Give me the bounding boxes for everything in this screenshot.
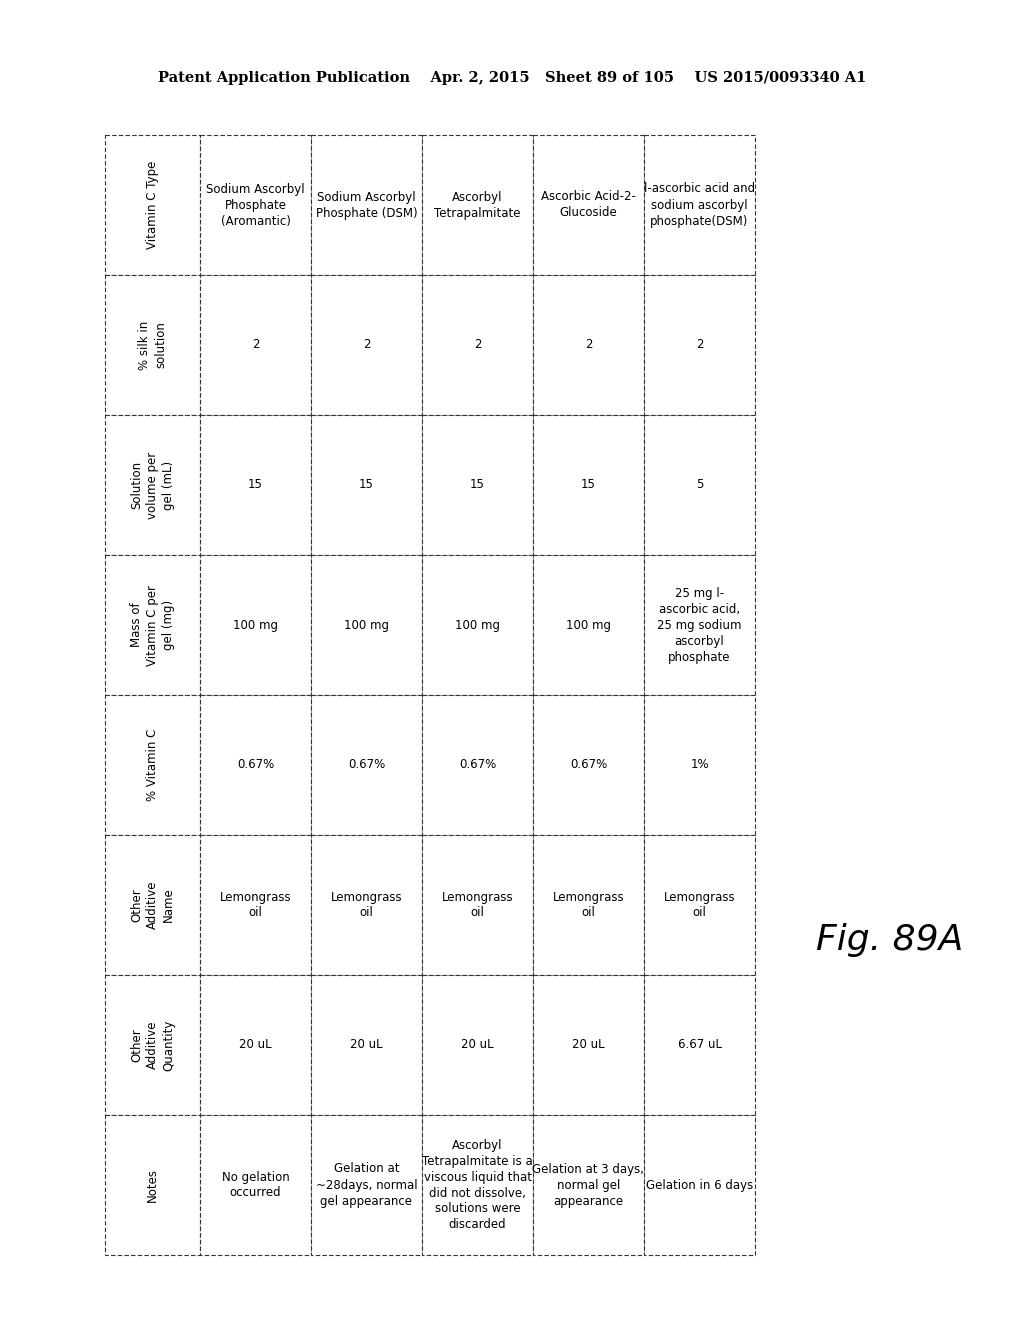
Bar: [422, 836, 534, 975]
Bar: [200, 554, 311, 696]
Bar: [311, 836, 422, 975]
Bar: [644, 836, 755, 975]
Bar: [200, 696, 311, 836]
Bar: [534, 836, 644, 975]
Text: 0.67%: 0.67%: [237, 759, 274, 771]
Text: Lemongrass
oil: Lemongrass oil: [220, 891, 291, 920]
Bar: [534, 554, 644, 696]
Bar: [200, 975, 311, 1115]
Text: Ascorbyl
Tetrapalmitate is a
viscous liquid that
did not dissolve,
solutions wer: Ascorbyl Tetrapalmitate is a viscous liq…: [422, 1138, 532, 1232]
Bar: [422, 414, 534, 554]
Text: 15: 15: [248, 479, 263, 491]
Bar: [644, 275, 755, 414]
Text: 2: 2: [362, 338, 371, 351]
Text: 20 uL: 20 uL: [461, 1039, 494, 1052]
Bar: [105, 554, 200, 696]
Text: Ascorbyl
Tetrapalmitate: Ascorbyl Tetrapalmitate: [434, 190, 521, 219]
Text: 100 mg: 100 mg: [233, 619, 278, 631]
Bar: [534, 1115, 644, 1255]
Bar: [534, 414, 644, 554]
Text: 0.67%: 0.67%: [459, 759, 496, 771]
Bar: [422, 1115, 534, 1255]
Text: 2: 2: [474, 338, 481, 351]
Bar: [311, 975, 422, 1115]
Text: Lemongrass
oil: Lemongrass oil: [331, 891, 402, 920]
Text: 100 mg: 100 mg: [566, 619, 611, 631]
Text: Sodium Ascorbyl
Phosphate (DSM): Sodium Ascorbyl Phosphate (DSM): [315, 190, 418, 219]
Bar: [105, 1115, 200, 1255]
Text: 2: 2: [695, 338, 703, 351]
Text: Ascorbic Acid-2-
Glucoside: Ascorbic Acid-2- Glucoside: [541, 190, 636, 219]
Bar: [311, 696, 422, 836]
Bar: [200, 135, 311, 275]
Bar: [311, 275, 422, 414]
Text: 15: 15: [470, 479, 485, 491]
Bar: [422, 696, 534, 836]
Bar: [200, 275, 311, 414]
Text: 1%: 1%: [690, 759, 709, 771]
Bar: [200, 1115, 311, 1255]
Bar: [644, 135, 755, 275]
Text: Other
Additive
Name: Other Additive Name: [130, 880, 175, 929]
Text: 20 uL: 20 uL: [572, 1039, 605, 1052]
Text: 2: 2: [252, 338, 259, 351]
Text: Sodium Ascorbyl
Phosphate
(Aromantic): Sodium Ascorbyl Phosphate (Aromantic): [206, 182, 305, 227]
Bar: [534, 696, 644, 836]
Bar: [105, 696, 200, 836]
Bar: [422, 975, 534, 1115]
Bar: [644, 1115, 755, 1255]
Bar: [534, 135, 644, 275]
Text: Gelation at
~28days, normal
gel appearance: Gelation at ~28days, normal gel appearan…: [315, 1163, 418, 1208]
Text: 20 uL: 20 uL: [350, 1039, 383, 1052]
Text: 2: 2: [585, 338, 592, 351]
Bar: [311, 414, 422, 554]
Bar: [422, 275, 534, 414]
Text: No gelation
occurred: No gelation occurred: [221, 1171, 290, 1200]
Bar: [311, 1115, 422, 1255]
Bar: [311, 554, 422, 696]
Text: Notes: Notes: [146, 1168, 159, 1203]
Text: Lemongrass
oil: Lemongrass oil: [553, 891, 625, 920]
Text: Mass of
Vitamin C per
gel (mg): Mass of Vitamin C per gel (mg): [130, 585, 175, 665]
Text: Fig. 89A: Fig. 89A: [816, 923, 964, 957]
Bar: [644, 554, 755, 696]
Text: Patent Application Publication    Apr. 2, 2015   Sheet 89 of 105    US 2015/0093: Patent Application Publication Apr. 2, 2…: [158, 71, 866, 84]
Bar: [422, 135, 534, 275]
Text: l-ascorbic acid and
sodium ascorbyl
phosphate(DSM): l-ascorbic acid and sodium ascorbyl phos…: [644, 182, 755, 227]
Text: 25 mg l-
ascorbic acid,
25 mg sodium
ascorbyl
phosphate: 25 mg l- ascorbic acid, 25 mg sodium asc…: [657, 586, 741, 664]
Text: 0.67%: 0.67%: [348, 759, 385, 771]
Text: 100 mg: 100 mg: [455, 619, 500, 631]
Text: Lemongrass
oil: Lemongrass oil: [664, 891, 735, 920]
Bar: [534, 275, 644, 414]
Text: 6.67 uL: 6.67 uL: [678, 1039, 722, 1052]
Text: % silk in
solution: % silk in solution: [138, 321, 167, 370]
Text: % Vitamin C: % Vitamin C: [146, 729, 159, 801]
Text: Other
Additive
Quantity: Other Additive Quantity: [130, 1019, 175, 1071]
Bar: [105, 836, 200, 975]
Text: 0.67%: 0.67%: [570, 759, 607, 771]
Bar: [534, 975, 644, 1115]
Bar: [200, 836, 311, 975]
Text: Gelation in 6 days: Gelation in 6 days: [646, 1179, 753, 1192]
Bar: [311, 135, 422, 275]
Bar: [644, 414, 755, 554]
Text: 100 mg: 100 mg: [344, 619, 389, 631]
Bar: [105, 414, 200, 554]
Bar: [644, 696, 755, 836]
Bar: [105, 135, 200, 275]
Text: 15: 15: [581, 479, 596, 491]
Bar: [105, 275, 200, 414]
Bar: [422, 554, 534, 696]
Bar: [105, 975, 200, 1115]
Text: 15: 15: [359, 479, 374, 491]
Text: Vitamin C Type: Vitamin C Type: [146, 161, 159, 249]
Bar: [644, 975, 755, 1115]
Bar: [200, 414, 311, 554]
Text: Solution
volume per
gel (mL): Solution volume per gel (mL): [130, 451, 175, 519]
Text: Lemongrass
oil: Lemongrass oil: [441, 891, 513, 920]
Text: Gelation at 3 days,
normal gel
appearance: Gelation at 3 days, normal gel appearanc…: [532, 1163, 644, 1208]
Text: 5: 5: [696, 479, 703, 491]
Text: 20 uL: 20 uL: [240, 1039, 271, 1052]
